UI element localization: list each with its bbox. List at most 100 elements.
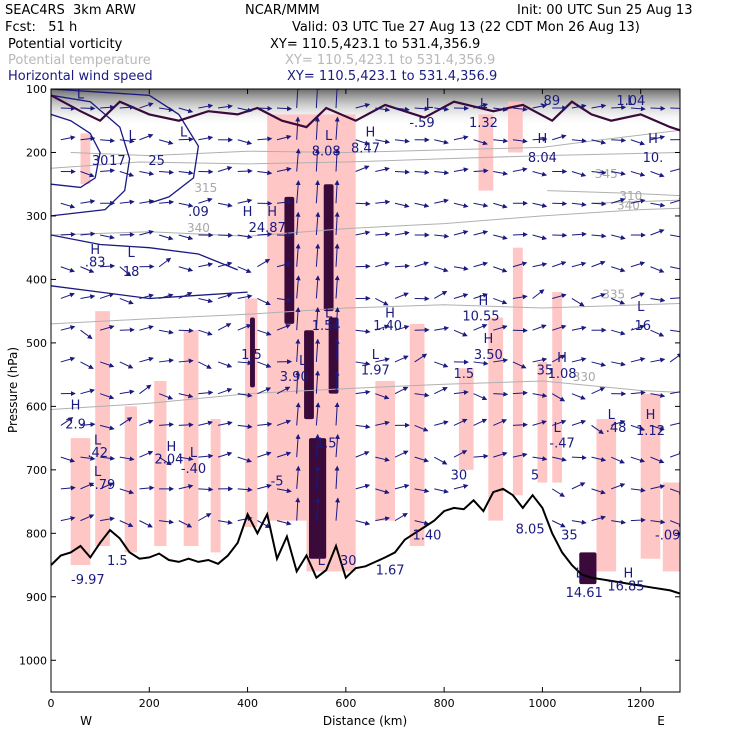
pv-annotation: 1.12 xyxy=(636,424,665,439)
wind-vector xyxy=(473,292,488,299)
pv-annotation: 24.87 xyxy=(249,221,286,236)
wind-vector xyxy=(119,417,133,426)
wind-vector xyxy=(512,106,528,112)
wind-vector xyxy=(473,393,488,401)
wind-vector xyxy=(591,170,607,176)
wind-vector xyxy=(80,361,94,369)
wind-vector xyxy=(217,293,233,299)
wind-vector xyxy=(315,338,321,362)
wind-vector xyxy=(552,456,567,462)
org-name: NCAR/MMM xyxy=(245,3,320,18)
wind-vector xyxy=(670,197,680,204)
theta-contour xyxy=(51,152,680,169)
wind-vector xyxy=(237,107,253,113)
pv-annotation: 14.61 xyxy=(566,586,603,601)
wind-contour xyxy=(51,89,200,204)
wind-vector xyxy=(158,234,174,241)
wind-vector xyxy=(198,361,212,369)
wind-vector xyxy=(217,519,233,525)
pv-annotation: 1.5 xyxy=(453,367,474,382)
wind-vector xyxy=(650,266,665,273)
wind-vector xyxy=(630,261,646,268)
wind-vector xyxy=(532,103,548,109)
wind-vector xyxy=(198,329,213,336)
wind-vector xyxy=(119,488,135,495)
wind-vector xyxy=(277,106,293,112)
pv-shaded-cell xyxy=(154,380,167,547)
wind-vector xyxy=(355,483,371,490)
wind-vector xyxy=(394,450,409,458)
wind-vector xyxy=(512,167,528,173)
wind-vector xyxy=(650,424,665,431)
theta-contour xyxy=(70,129,680,157)
wind-vector xyxy=(552,324,567,331)
wind-vector xyxy=(394,386,409,395)
wind-vector xyxy=(60,485,76,491)
wind-vector xyxy=(80,514,95,522)
wind-vector xyxy=(60,105,76,111)
wind-vector xyxy=(119,199,135,205)
wind-vector xyxy=(650,329,665,337)
wind-vector xyxy=(571,171,587,177)
wind-vector xyxy=(198,453,214,459)
wind-vector xyxy=(650,171,665,178)
wind-vector xyxy=(139,419,154,426)
wind-vector xyxy=(493,106,509,112)
wind-vector xyxy=(100,234,115,240)
wind-vector xyxy=(434,233,450,239)
wind-vector xyxy=(335,497,341,521)
pv-annotation: L xyxy=(608,408,616,423)
wind-vector xyxy=(650,135,666,141)
wind-vector xyxy=(611,137,627,143)
pv-annotation: .89 xyxy=(539,94,560,109)
wind-vector xyxy=(453,483,469,490)
wind-vector xyxy=(571,298,585,307)
wind-vector xyxy=(552,134,567,141)
wind-vector xyxy=(99,292,115,299)
wind-vector xyxy=(198,197,213,204)
wind-vector xyxy=(139,229,154,236)
wind-vector xyxy=(315,243,321,267)
wind-vector xyxy=(493,234,508,240)
run-name: SEAC4RS 3km ARW xyxy=(5,3,136,18)
pv-annotation: -.79 xyxy=(90,478,115,493)
pv-shaded-cell xyxy=(596,419,617,572)
wind-vector xyxy=(375,516,391,522)
wind-vector xyxy=(551,354,566,363)
wind-vector xyxy=(571,419,587,426)
pv-dark-cell xyxy=(250,317,255,388)
wind-vector xyxy=(217,420,233,426)
pv-annotation: L xyxy=(576,567,584,582)
wind-vector xyxy=(159,358,174,364)
wind-vector xyxy=(60,456,76,463)
wind-vector xyxy=(571,201,587,207)
wind-vector xyxy=(139,485,155,491)
wind-vector xyxy=(237,266,252,273)
wind-vector xyxy=(571,138,587,144)
wind-vector xyxy=(257,421,273,427)
wind-vector xyxy=(334,275,340,299)
wind-vector xyxy=(394,169,410,175)
wind-vector xyxy=(512,138,528,144)
pv-annotation: H xyxy=(366,126,376,141)
wind-vector xyxy=(355,424,371,430)
x-tick-label: 800 xyxy=(434,697,455,710)
wind-vector xyxy=(60,202,76,209)
pv-dark-cell xyxy=(323,184,334,312)
pv-annotation: H xyxy=(538,132,548,147)
wind-vector xyxy=(315,497,321,521)
wind-vector xyxy=(158,293,174,299)
wind-vector xyxy=(512,261,528,268)
wind-vector xyxy=(295,211,301,236)
pv-annotation: H xyxy=(243,205,253,220)
wind-vector xyxy=(257,105,273,111)
wind-vector xyxy=(571,231,587,237)
wind-vector xyxy=(119,171,135,177)
wind-vector xyxy=(532,456,548,462)
pv-annotation: 1.08 xyxy=(548,367,577,382)
pv-annotation: -9.97 xyxy=(71,573,105,588)
wind-vector xyxy=(532,392,548,398)
wind-vector xyxy=(198,262,214,268)
wind-vector xyxy=(453,135,469,141)
